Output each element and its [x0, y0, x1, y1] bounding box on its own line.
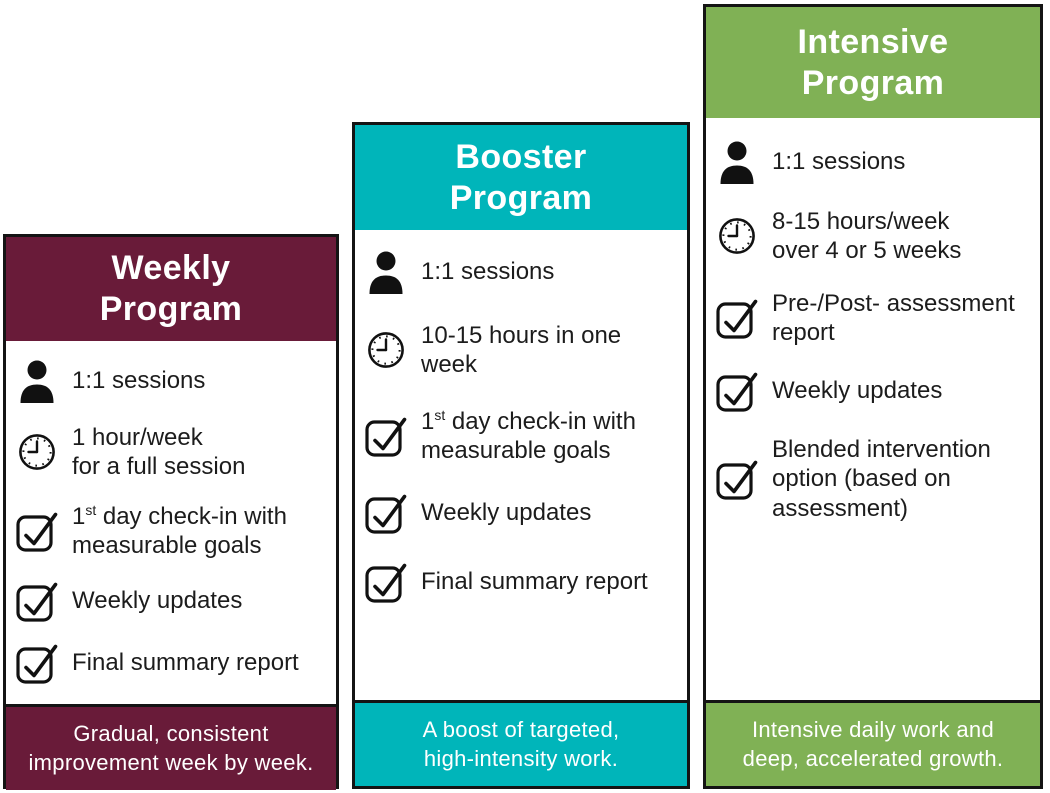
- card-header: Booster Program: [355, 125, 687, 230]
- item-text: Final summary report: [72, 649, 299, 677]
- checkbox-icon: [715, 297, 759, 339]
- item-text: 1:1 sessions: [772, 148, 906, 176]
- item-text: 1:1 sessions: [421, 258, 555, 286]
- clock-icon: [15, 432, 59, 472]
- card-body: 1:1 sessions 8-15 hours/week over 4 or 5 w…: [706, 118, 1040, 700]
- list-item: Weekly updates: [15, 580, 332, 622]
- list-item: 10-15 hours in one week: [364, 321, 683, 380]
- list-item: 8-15 hours/week over 4 or 5 weeks: [715, 207, 1036, 266]
- item-text: Final summary report: [421, 568, 648, 596]
- item-text: 1st day check-in with measurable goals: [421, 406, 636, 464]
- card-header: Weekly Program: [6, 237, 336, 341]
- person-icon: [715, 140, 759, 184]
- item-text: Weekly updates: [772, 377, 943, 405]
- checkbox-icon: [15, 510, 59, 552]
- list-item: Final summary report: [364, 561, 683, 603]
- list-item: Blended intervention option (based on asse…: [715, 435, 1036, 523]
- checkbox-icon: [15, 580, 59, 622]
- card-body: 1:1 sessions 10-15 hours in one week 1st da…: [355, 230, 687, 700]
- card-title: Intensive Program: [797, 22, 949, 102]
- checkbox-icon: [715, 458, 759, 500]
- card-body: 1:1 sessions 1 hour/week for a full sessio…: [6, 341, 336, 704]
- program-card-weekly: Weekly Program 1:1 sessions 1 hour/week for…: [3, 234, 339, 791]
- feature-list: 1:1 sessions 1 hour/week for a full sessio…: [15, 359, 332, 684]
- item-text: Blended intervention option (based on asse…: [772, 436, 991, 522]
- feature-list: 1:1 sessions 8-15 hours/week over 4 or 5 w…: [715, 140, 1036, 523]
- program-card-intensive: Intensive Program 1:1 sessions 8-15 hours/…: [703, 4, 1043, 789]
- checkbox-icon: [364, 415, 408, 457]
- card-footer: Intensive daily work and deep, accelerate…: [706, 700, 1040, 786]
- item-text: Weekly updates: [421, 499, 592, 527]
- checkbox-icon: [364, 561, 408, 603]
- card-footer-text: Gradual, consistent improvement week by w…: [28, 720, 314, 775]
- program-card-booster: Booster Program 1:1 sessions 10-15 hours i…: [352, 122, 690, 789]
- clock-icon: [715, 216, 759, 256]
- list-item: 1:1 sessions: [364, 250, 683, 294]
- clock-icon: [364, 330, 408, 370]
- person-icon: [15, 359, 59, 403]
- checkbox-icon: [15, 642, 59, 684]
- item-text: 1 hour/week for a full session: [72, 424, 246, 481]
- card-footer: A boost of targeted, high-intensity work.: [355, 700, 687, 786]
- list-item: Pre-/Post- assessment report: [715, 289, 1036, 348]
- item-text: 1st day check-in with measurable goals: [72, 501, 287, 559]
- card-footer-text: A boost of targeted, high-intensity work.: [422, 716, 620, 771]
- card-header: Intensive Program: [706, 7, 1040, 118]
- list-item: Final summary report: [15, 642, 332, 684]
- list-item: 1:1 sessions: [715, 140, 1036, 184]
- item-text: Pre-/Post- assessment report: [772, 289, 1015, 346]
- checkbox-icon: [364, 492, 408, 534]
- list-item: Weekly updates: [715, 370, 1036, 412]
- checkbox-icon: [715, 370, 759, 412]
- card-title: Weekly Program: [99, 249, 243, 328]
- item-text: 8-15 hours/week over 4 or 5 weeks: [772, 208, 962, 265]
- card-footer: Gradual, consistent improvement week by w…: [6, 704, 336, 791]
- card-footer-text: Intensive daily work and deep, accelerate…: [742, 716, 1004, 771]
- item-text: Weekly updates: [72, 587, 243, 615]
- person-icon: [364, 250, 408, 294]
- list-item: 1 hour/week for a full session: [15, 423, 332, 482]
- card-title: Booster Program: [449, 137, 593, 217]
- list-item: 1st day check-in with measurable goals: [364, 407, 683, 466]
- item-text: 10-15 hours in one week: [421, 322, 622, 379]
- list-item: 1st day check-in with measurable goals: [15, 502, 332, 561]
- list-item: 1:1 sessions: [15, 359, 332, 403]
- feature-list: 1:1 sessions 10-15 hours in one week 1st da…: [364, 250, 683, 603]
- item-text: 1:1 sessions: [72, 367, 206, 395]
- list-item: Weekly updates: [364, 492, 683, 534]
